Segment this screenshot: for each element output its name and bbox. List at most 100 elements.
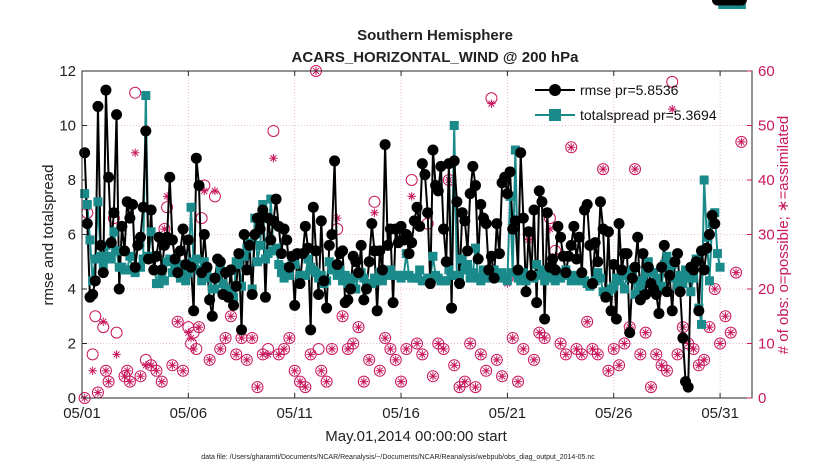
series-totalspread-point <box>670 273 680 283</box>
series-totalspread-point <box>619 284 629 294</box>
series-totalspread-point <box>415 265 425 275</box>
series-layer <box>79 0 747 393</box>
series-rmse-point <box>504 166 516 178</box>
series-rmse-point <box>113 283 125 295</box>
obs-assimilated-point <box>694 361 704 370</box>
series-totalspread-point <box>324 257 334 267</box>
obs-assimilated-point <box>88 366 97 375</box>
series-totalspread-point <box>340 270 350 280</box>
series-totalspread-point <box>595 273 605 283</box>
series-rmse-point <box>244 239 255 251</box>
series-rmse-point <box>321 302 333 314</box>
series-rmse-point <box>193 179 205 191</box>
obs-assimilated-point <box>641 328 650 337</box>
series-totalspread-point <box>428 251 438 261</box>
x-tick-label: 05/26 <box>595 405 633 422</box>
obs-possible-point <box>155 375 168 388</box>
x-tick-label: 05/31 <box>701 405 739 422</box>
series-rmse-point <box>446 302 458 314</box>
obs-assimilated-point <box>152 366 161 375</box>
series-rmse-point <box>329 155 341 167</box>
obs-assimilated-point <box>721 312 730 321</box>
series-rmse-point <box>555 231 567 243</box>
legend-totalspread-label: totalspread pr=5.3694 <box>580 107 717 123</box>
y-tick-label-right: 40 <box>758 172 775 189</box>
obs-assimilated-point <box>434 339 443 348</box>
series-rmse-point <box>419 169 431 181</box>
obs-assimilated-point <box>290 366 299 375</box>
obs-assimilated-point <box>588 344 597 354</box>
series-totalspread-point <box>141 91 151 101</box>
series-rmse-point <box>533 185 545 197</box>
obs-assimilated-point <box>189 344 198 354</box>
obs-possible-point <box>357 375 370 388</box>
data-file-footnote: data file: /Users/gharamti/Documents/NCA… <box>201 454 595 461</box>
obs-assimilated-point <box>269 154 278 163</box>
series-rmse-point <box>307 201 319 213</box>
obs-possible-point <box>267 124 280 137</box>
series-totalspread-point <box>712 249 722 259</box>
series-rmse-point <box>318 275 330 287</box>
series-rmse-point <box>432 185 444 197</box>
series-totalspread-point <box>699 175 709 185</box>
series-totalspread-point <box>683 273 693 283</box>
obs-possible-point <box>527 353 540 366</box>
series-rmse-point <box>454 278 466 290</box>
series-rmse-point <box>156 264 168 276</box>
series-totalspread-point <box>385 265 395 275</box>
series-rmse-point <box>406 237 418 249</box>
obs-assimilated-point <box>221 333 230 343</box>
series-rmse-point <box>666 305 678 317</box>
series-rmse-point <box>650 288 662 300</box>
obs-assimilated-point <box>412 339 422 348</box>
obs-possible-point <box>400 342 413 355</box>
series-totalspread-point <box>271 243 281 253</box>
obs-assimilated-point <box>247 333 257 343</box>
obs-assimilated-point <box>375 366 384 375</box>
series-totalspread-point <box>502 276 512 286</box>
series-rmse-point <box>682 381 694 393</box>
series-rmse-point <box>701 242 713 254</box>
obs-assimilated-point <box>710 284 719 294</box>
obs-assimilated-point <box>396 377 406 386</box>
obs-assimilated-point <box>689 344 698 354</box>
series-rmse-point <box>589 237 601 249</box>
series-rmse-point <box>358 294 370 306</box>
obs-assimilated-point <box>705 322 714 332</box>
series-rmse-point <box>305 324 317 336</box>
series-rmse-point <box>658 239 670 251</box>
series-rmse-point <box>517 212 529 224</box>
obs-possible-point <box>730 266 743 279</box>
series-totalspread-point <box>327 265 337 275</box>
obs-assimilated-point <box>726 328 735 337</box>
obs-assimilated-point <box>168 361 177 370</box>
obs-assimilated-point <box>614 361 624 370</box>
series-rmse-point <box>677 332 689 344</box>
series-rmse-point <box>462 245 474 257</box>
series-rmse-point <box>270 193 282 205</box>
series-totalspread-point <box>447 270 457 280</box>
series-rmse-point <box>637 248 649 260</box>
series-rmse-point <box>493 248 505 260</box>
series-rmse-point <box>565 239 577 251</box>
series-rmse-point <box>79 147 91 159</box>
y-tick-label-left: 6 <box>68 227 76 244</box>
obs-possible-point <box>512 375 525 388</box>
obs-possible-point <box>336 310 349 323</box>
series-rmse-point <box>501 188 513 200</box>
obs-possible-point <box>474 348 487 361</box>
obs-possible-point <box>363 353 376 366</box>
obs-possible-point <box>203 353 216 366</box>
series-rmse-point <box>278 223 290 235</box>
series-rmse-point <box>108 207 120 219</box>
series-totalspread-point <box>614 276 624 286</box>
y-axis-label-left: rmse and totalspread <box>40 165 57 306</box>
obs-possible-point <box>389 353 402 366</box>
obs-possible-point <box>448 359 461 372</box>
series-totalspread-point <box>598 287 608 297</box>
obs-assimilated-point <box>476 350 486 359</box>
series-rmse-point <box>233 248 245 260</box>
series-rmse-point <box>198 229 210 240</box>
y-tick-label-left: 4 <box>68 281 76 298</box>
obs-assimilated-point <box>673 350 682 359</box>
